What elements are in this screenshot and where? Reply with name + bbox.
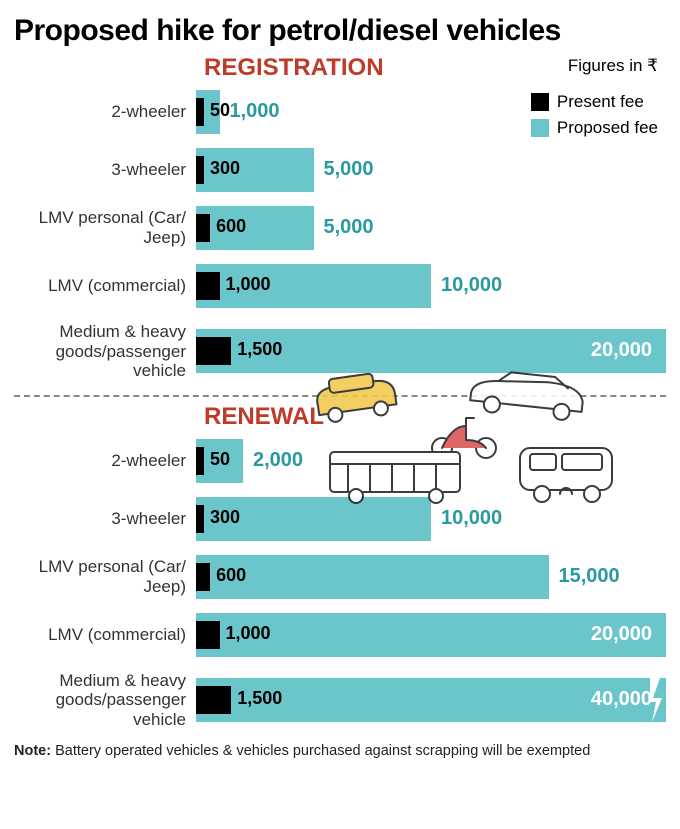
row-label: Medium & heavy goods/passenger vehicle bbox=[14, 671, 196, 730]
row-label: 2-wheeler bbox=[14, 451, 196, 471]
present-value: 1,500 bbox=[237, 688, 282, 709]
present-bar bbox=[196, 337, 231, 365]
bars-container: 1,000 10,000 bbox=[196, 264, 666, 308]
proposed-value: 5,000 bbox=[324, 216, 374, 239]
present-bar bbox=[196, 447, 204, 475]
row-label: 3-wheeler bbox=[14, 509, 196, 529]
bars-container: 1,500 20,000 bbox=[196, 329, 666, 373]
bars-container: 50 2,000 bbox=[196, 439, 666, 483]
footnote: Note: Battery operated vehicles & vehicl… bbox=[14, 743, 666, 759]
row-label: 2-wheeler bbox=[14, 102, 196, 122]
proposed-value: 10,000 bbox=[441, 274, 502, 297]
bars-container: 600 15,000 bbox=[196, 555, 666, 599]
broken-axis-icon bbox=[650, 678, 666, 722]
present-value: 300 bbox=[210, 158, 240, 179]
bars-container: 501,000 bbox=[196, 90, 666, 134]
present-bar bbox=[196, 98, 204, 126]
present-bar bbox=[196, 621, 220, 649]
present-value: 1,500 bbox=[237, 339, 282, 360]
footnote-text: Battery operated vehicles & vehicles pur… bbox=[51, 743, 590, 759]
present-value: 600 bbox=[216, 565, 246, 586]
figures-note: Figures in ₹ bbox=[568, 56, 658, 76]
chart-row: LMV (commercial) 1,000 10,000 bbox=[14, 264, 666, 308]
present-value: 1,000 bbox=[226, 623, 271, 644]
chart-row: 2-wheeler 50 2,000 bbox=[14, 439, 666, 483]
proposed-bar bbox=[196, 206, 314, 250]
row-label: LMV (commercial) bbox=[14, 625, 196, 645]
proposed-value: 1,000 bbox=[230, 100, 280, 123]
bars-container: 600 5,000 bbox=[196, 206, 666, 250]
proposed-value: 20,000 bbox=[591, 339, 652, 362]
row-label: LMV personal (Car/ Jeep) bbox=[14, 208, 196, 247]
proposed-value: 40,000 bbox=[591, 688, 652, 711]
present-bar bbox=[196, 505, 204, 533]
proposed-value: 2,000 bbox=[253, 449, 303, 472]
bar-chart: 2-wheeler501,0003-wheeler3005,000LMV per… bbox=[14, 90, 666, 381]
bars-container: 300 5,000 bbox=[196, 148, 666, 192]
present-bar bbox=[196, 214, 210, 242]
proposed-value: 10,000 bbox=[441, 507, 502, 530]
row-label: LMV personal (Car/ Jeep) bbox=[14, 557, 196, 596]
chart-row: 3-wheeler 300 5,000 bbox=[14, 148, 666, 192]
chart-row: LMV (commercial) 1,000 20,000 bbox=[14, 613, 666, 657]
bars-container: 300 10,000 bbox=[196, 497, 666, 541]
bars-container: 1,500 40,000 bbox=[196, 678, 666, 722]
chart-title: Proposed hike for petrol/diesel vehicles bbox=[14, 14, 666, 48]
present-value: 50 bbox=[210, 449, 230, 470]
present-value: 1,000 bbox=[226, 274, 271, 295]
present-bar bbox=[196, 156, 204, 184]
chart-row: 2-wheeler501,000 bbox=[14, 90, 666, 134]
proposed-bar bbox=[196, 555, 549, 599]
row-label: LMV (commercial) bbox=[14, 276, 196, 296]
present-bar bbox=[196, 272, 220, 300]
proposed-value: 20,000 bbox=[591, 623, 652, 646]
bar-chart: 2-wheeler 50 2,000 3-wheeler 300 10,000 LMV pe… bbox=[14, 439, 666, 730]
section-divider bbox=[14, 395, 666, 397]
chart-row: LMV personal (Car/ Jeep) 600 15,000 bbox=[14, 555, 666, 599]
present-value: 600 bbox=[216, 216, 246, 237]
chart-row: LMV personal (Car/ Jeep) 600 5,000 bbox=[14, 206, 666, 250]
present-bar bbox=[196, 686, 231, 714]
footnote-label: Note: bbox=[14, 743, 51, 759]
chart-row: Medium & heavy goods/passenger vehicle1,… bbox=[14, 671, 666, 730]
chart-row: Medium & heavy goods/passenger vehicle1,… bbox=[14, 322, 666, 381]
present-value: 50 bbox=[210, 100, 230, 121]
proposed-value: 5,000 bbox=[324, 158, 374, 181]
row-label: 3-wheeler bbox=[14, 160, 196, 180]
bars-container: 1,000 20,000 bbox=[196, 613, 666, 657]
proposed-value: 15,000 bbox=[559, 565, 620, 588]
row-label: Medium & heavy goods/passenger vehicle bbox=[14, 322, 196, 381]
chart-row: 3-wheeler 300 10,000 bbox=[14, 497, 666, 541]
present-bar bbox=[196, 563, 210, 591]
section-title: RENEWAL bbox=[14, 403, 666, 431]
present-value: 300 bbox=[210, 507, 240, 528]
